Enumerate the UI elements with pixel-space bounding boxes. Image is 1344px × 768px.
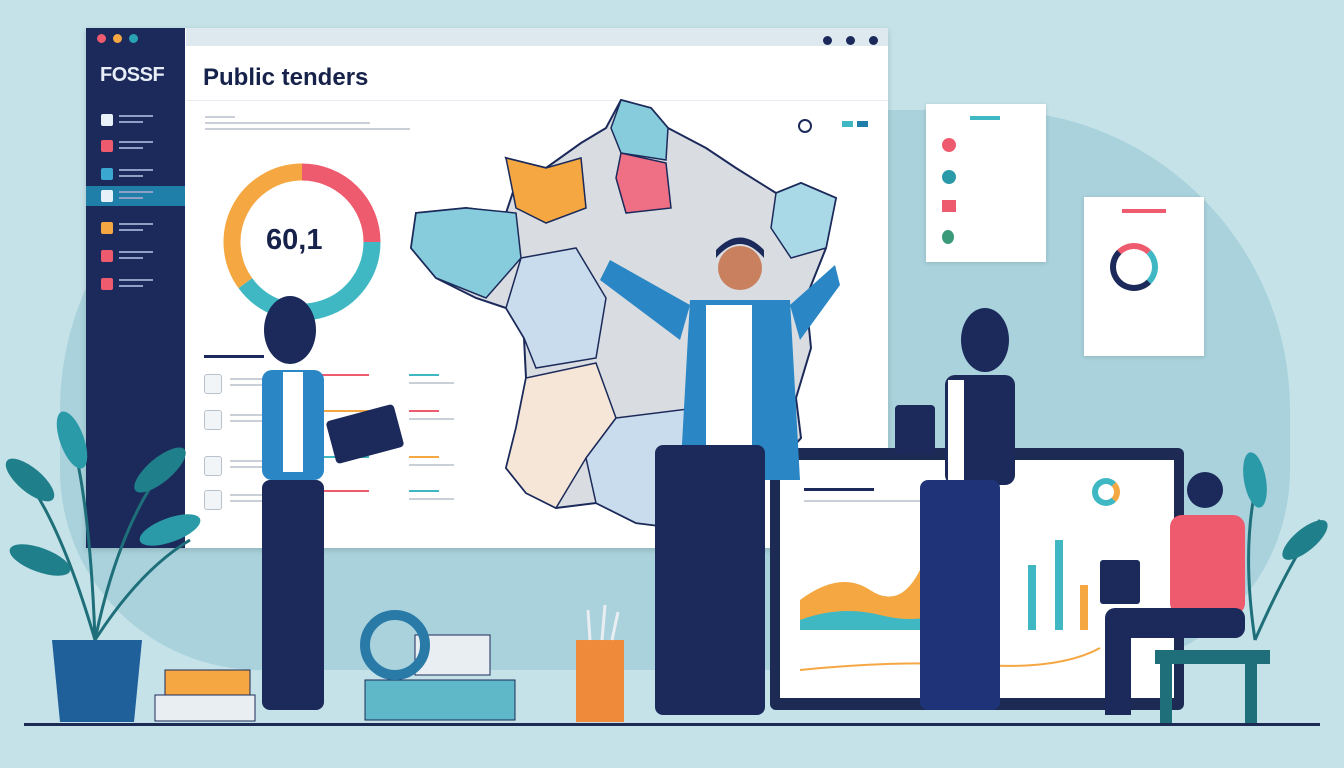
- stool: [1155, 650, 1270, 664]
- region-pays-de-la-loire[interactable]: [505, 247, 607, 369]
- region-normandy[interactable]: [505, 156, 587, 224]
- books-stack: [154, 610, 516, 722]
- app-window: FOSSF Public tenders 60,1: [86, 28, 888, 548]
- laptop-icon: [1100, 560, 1140, 604]
- window-menu-dots[interactable]: [809, 32, 878, 50]
- document-card: [1084, 197, 1204, 356]
- donut-segment: [238, 241, 381, 321]
- mail-icon: [101, 250, 113, 262]
- text-line: [205, 116, 235, 118]
- chart-icon: [101, 114, 113, 126]
- logo: FOSSF: [100, 64, 165, 86]
- legend-swatch: [857, 121, 868, 127]
- donut-chart: [223, 163, 381, 321]
- plant-pot: [52, 640, 142, 722]
- person-woman-tablet: [262, 296, 404, 710]
- text-line: [205, 128, 410, 130]
- region-grand-est[interactable]: [770, 182, 837, 259]
- donut-value: 60,1: [266, 224, 323, 256]
- gear-icon: [942, 170, 956, 184]
- sidebar-item[interactable]: [86, 246, 185, 266]
- title-bar: [186, 28, 888, 46]
- folder-icon: [101, 222, 113, 234]
- shield-icon: [942, 230, 954, 244]
- donut-segment: [223, 163, 303, 289]
- plant-left: [5, 411, 201, 722]
- lock-icon: [101, 140, 113, 152]
- sidebar-item[interactable]: [86, 186, 185, 206]
- donut-segment: [301, 163, 381, 243]
- maximize-dot[interactable]: [129, 34, 138, 43]
- mini-donut: [1092, 478, 1120, 506]
- sidebar-item[interactable]: [86, 164, 185, 184]
- folder-icon: [942, 200, 956, 212]
- globe-icon: [101, 168, 113, 180]
- document-icon: [101, 190, 113, 202]
- plant-right: [1243, 452, 1328, 641]
- legend-swatch: [842, 121, 853, 127]
- close-dot[interactable]: [97, 34, 106, 43]
- user-icon: [942, 138, 956, 152]
- pencil-cup: [576, 604, 624, 722]
- sidebar-item[interactable]: [86, 110, 185, 130]
- divider: [186, 100, 888, 101]
- text-line: [205, 122, 370, 124]
- area-chart: [800, 610, 950, 630]
- row-icon: [204, 490, 222, 510]
- row-icon: [204, 410, 222, 430]
- filter-icon[interactable]: [798, 119, 812, 133]
- page-title: Public tenders: [203, 64, 369, 91]
- sidebar-item[interactable]: [86, 274, 185, 294]
- floor-line: [24, 723, 1320, 726]
- person-woman-standing: [895, 308, 1015, 710]
- sidebar-item[interactable]: [86, 136, 185, 156]
- divider: [204, 355, 264, 358]
- gear-icon: [360, 610, 430, 680]
- tablet-icon: [895, 405, 935, 455]
- calendar-icon: [101, 278, 113, 290]
- region-ile-de-france[interactable]: [615, 152, 672, 214]
- bar: [1080, 585, 1088, 630]
- minimize-dot[interactable]: [113, 34, 122, 43]
- bar: [1055, 540, 1063, 630]
- document-card: [926, 104, 1046, 262]
- person-seated: [1100, 472, 1270, 724]
- sidebar-item[interactable]: [86, 218, 185, 238]
- bar: [1028, 565, 1036, 630]
- clock-gauge-icon: [1110, 243, 1158, 291]
- row-icon: [204, 456, 222, 476]
- tablet-icon: [326, 404, 404, 464]
- region-hauts-de-france[interactable]: [610, 99, 669, 161]
- person-man-presenting: [600, 237, 840, 715]
- region-brittany[interactable]: [410, 207, 522, 299]
- row-icon: [204, 374, 222, 394]
